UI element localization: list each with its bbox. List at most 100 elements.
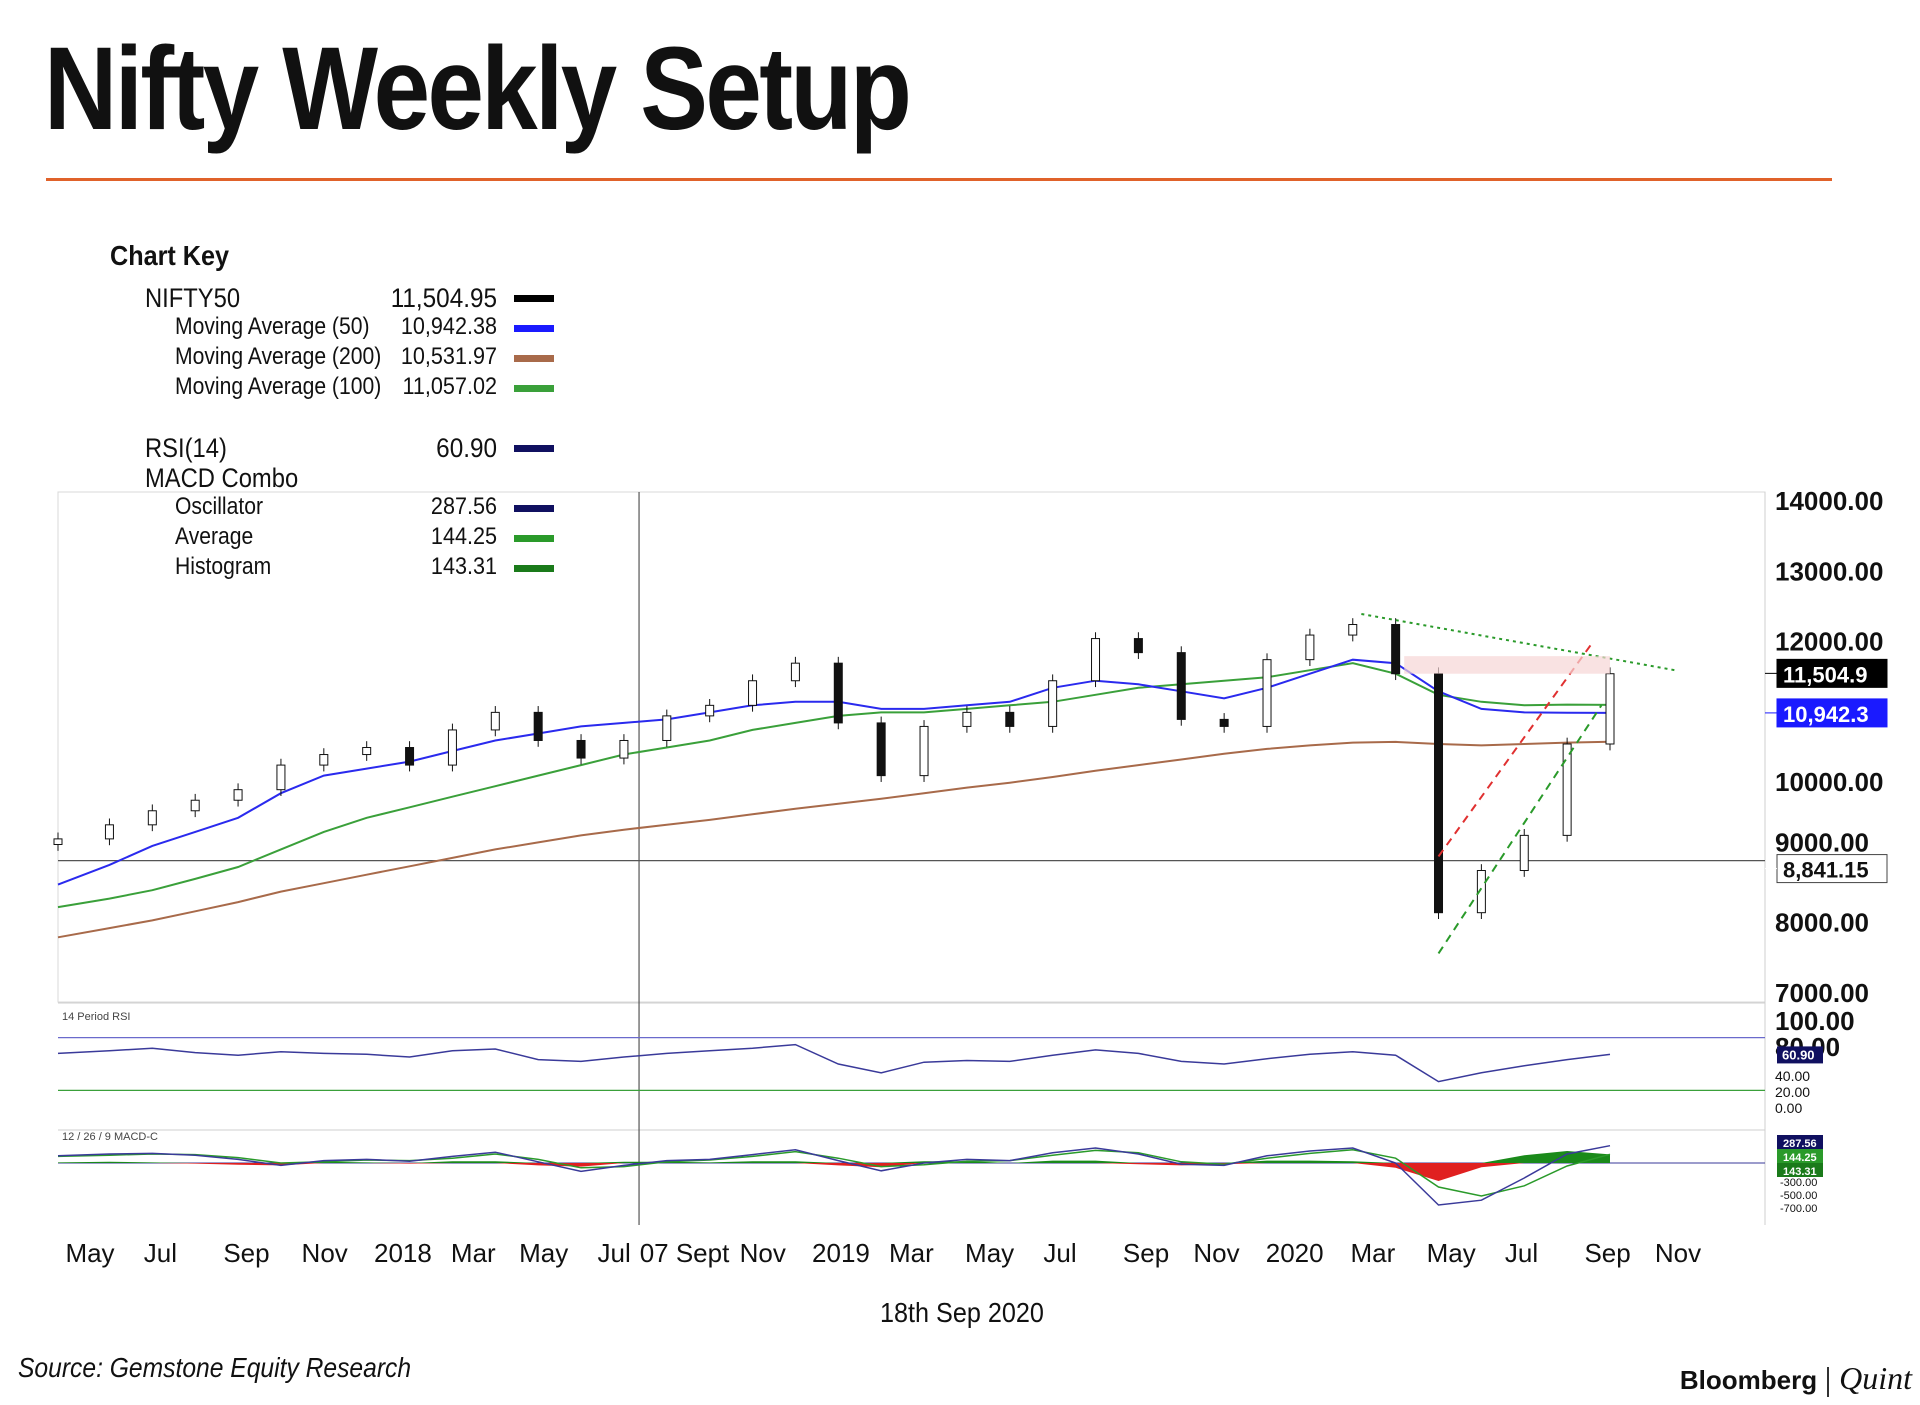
candle-body bbox=[790, 662, 800, 682]
key-label: Moving Average (200) bbox=[175, 343, 382, 370]
reference-tag-bg bbox=[1776, 854, 1888, 884]
last-price-tag-bg bbox=[1776, 658, 1888, 688]
macd-tick-label: -700.00 bbox=[1780, 1203, 1817, 1215]
candle-body bbox=[919, 725, 929, 777]
key-row: MACD Combo bbox=[145, 463, 560, 493]
support-trendline bbox=[1437, 704, 1603, 955]
key-value: 143.31 bbox=[430, 553, 497, 580]
rsi-value-tag: 60.90 bbox=[1782, 1047, 1815, 1062]
macd-tag: 287.56 bbox=[1783, 1138, 1817, 1150]
macd-average-line bbox=[57, 1149, 1611, 1197]
key-swatch bbox=[514, 385, 554, 392]
candle-body bbox=[190, 799, 200, 812]
key-value: 287.56 bbox=[430, 493, 497, 520]
candle-body bbox=[533, 711, 543, 741]
candles bbox=[53, 618, 1615, 920]
x-tick-label: 2019 bbox=[812, 1238, 870, 1268]
rsi-line bbox=[57, 1043, 1611, 1083]
key-row: NIFTY50 11,504.95 bbox=[145, 283, 560, 313]
brand-name-right: Quint bbox=[1839, 1360, 1912, 1396]
candle-body bbox=[1176, 652, 1186, 720]
x-tick-label: Sep bbox=[1123, 1238, 1169, 1268]
nifty-weekly-chart: 14000.0013000.0012000.0010000.009000.008… bbox=[53, 486, 1888, 1280]
source-note: Source: Gemstone Equity Research bbox=[18, 1352, 412, 1383]
candle-body bbox=[1219, 718, 1229, 727]
macd-tag: 143.31 bbox=[1783, 1166, 1817, 1178]
chart-title: Nifty Weekly Setup bbox=[44, 23, 912, 155]
key-swatch bbox=[514, 295, 554, 302]
key-row: RSI(14) 60.90 bbox=[145, 433, 560, 463]
key-row: Histogram 143.31 bbox=[175, 553, 560, 583]
price-tick-label: 7000.00 bbox=[1775, 978, 1869, 1008]
x-tick-label: May bbox=[1427, 1238, 1476, 1268]
macd-oscillator-line bbox=[57, 1144, 1611, 1206]
x-tick-label: Nov bbox=[740, 1238, 786, 1268]
key-label: Oscillator bbox=[175, 493, 264, 520]
x-tick-label: Nov bbox=[1655, 1238, 1701, 1268]
key-row: Moving Average (50) 10,942.38 bbox=[175, 313, 560, 343]
candle-body bbox=[490, 711, 500, 731]
x-tick-label: Mar bbox=[451, 1238, 496, 1268]
x-tick-label: Nov bbox=[1193, 1238, 1239, 1268]
key-swatch bbox=[514, 565, 554, 572]
key-value: 144.25 bbox=[430, 523, 497, 550]
rsi-panel-label: 14 Period RSI bbox=[62, 1011, 130, 1023]
candle-body bbox=[1476, 870, 1486, 914]
brand-name-left: Bloomberg bbox=[1679, 1365, 1818, 1395]
candle-body bbox=[1348, 624, 1358, 636]
key-label: Moving Average (100) bbox=[175, 373, 382, 400]
candle-body bbox=[233, 789, 243, 801]
key-label: RSI(14) bbox=[145, 433, 227, 463]
x-tick-label: Sep bbox=[1584, 1238, 1630, 1268]
x-tick-label: May bbox=[965, 1238, 1014, 1268]
macd-tag: 144.25 bbox=[1783, 1152, 1817, 1164]
x-tick-label: Jul bbox=[1505, 1238, 1538, 1268]
key-value: 11,057.02 bbox=[402, 373, 498, 400]
key-value: 11,504.95 bbox=[390, 283, 497, 313]
candle-body bbox=[1391, 624, 1401, 675]
candle-body bbox=[1262, 659, 1272, 727]
price-tick-label: 10000.00 bbox=[1775, 767, 1883, 797]
candle-body bbox=[362, 747, 372, 756]
price-tick-label: 9000.00 bbox=[1775, 827, 1869, 857]
brand-logo: Bloomberg Quint bbox=[1679, 1360, 1912, 1398]
key-row: Oscillator 287.56 bbox=[175, 493, 560, 523]
candle-body bbox=[1434, 673, 1444, 914]
key-value: 60.90 bbox=[436, 433, 497, 463]
ma50-tag: 10,942.3 bbox=[1783, 702, 1869, 727]
candle-body bbox=[962, 711, 972, 727]
candle-body bbox=[876, 722, 886, 777]
candle-body bbox=[1133, 638, 1143, 654]
rsi-value-tag-bg bbox=[1777, 1046, 1823, 1064]
price-tick-label: 13000.00 bbox=[1775, 556, 1883, 586]
candle-body bbox=[447, 729, 457, 766]
candle-body bbox=[405, 747, 415, 766]
macd-tick-label: -300.00 bbox=[1780, 1177, 1817, 1189]
candle-body bbox=[1305, 634, 1315, 661]
candle-body bbox=[53, 838, 63, 846]
key-swatch bbox=[514, 355, 554, 362]
price-tick-label: 12000.00 bbox=[1775, 627, 1883, 657]
x-tick-label: 2020 bbox=[1266, 1238, 1324, 1268]
x-tick-label: Jul bbox=[144, 1238, 177, 1268]
candle-body bbox=[1562, 743, 1572, 836]
macd-panel-label: 12 / 26 / 9 MACD-C bbox=[62, 1131, 158, 1143]
key-label: Histogram bbox=[175, 553, 272, 580]
rsi-tick-label: 100.00 bbox=[1775, 1006, 1855, 1036]
price-tick-label: 8000.00 bbox=[1775, 908, 1869, 938]
macd-histogram-negative bbox=[58, 1163, 1610, 1181]
key-swatch bbox=[514, 535, 554, 542]
reference-tag: 8,841.15 bbox=[1783, 858, 1869, 883]
key-value: 10,942.38 bbox=[400, 313, 497, 340]
key-label: MACD Combo bbox=[145, 463, 299, 493]
candle-body bbox=[1519, 834, 1529, 872]
key-swatch bbox=[514, 325, 554, 332]
rsi-tick-label: 0.00 bbox=[1775, 1100, 1802, 1116]
candle-body bbox=[104, 824, 114, 840]
x-tick-label: Nov bbox=[302, 1238, 348, 1268]
candle-body bbox=[147, 810, 157, 826]
x-tick-label: Mar bbox=[1351, 1238, 1396, 1268]
candle-body bbox=[319, 754, 329, 766]
x-tick-sublabel: 2018 bbox=[656, 1276, 714, 1280]
price-panel-frame bbox=[57, 491, 1766, 1003]
